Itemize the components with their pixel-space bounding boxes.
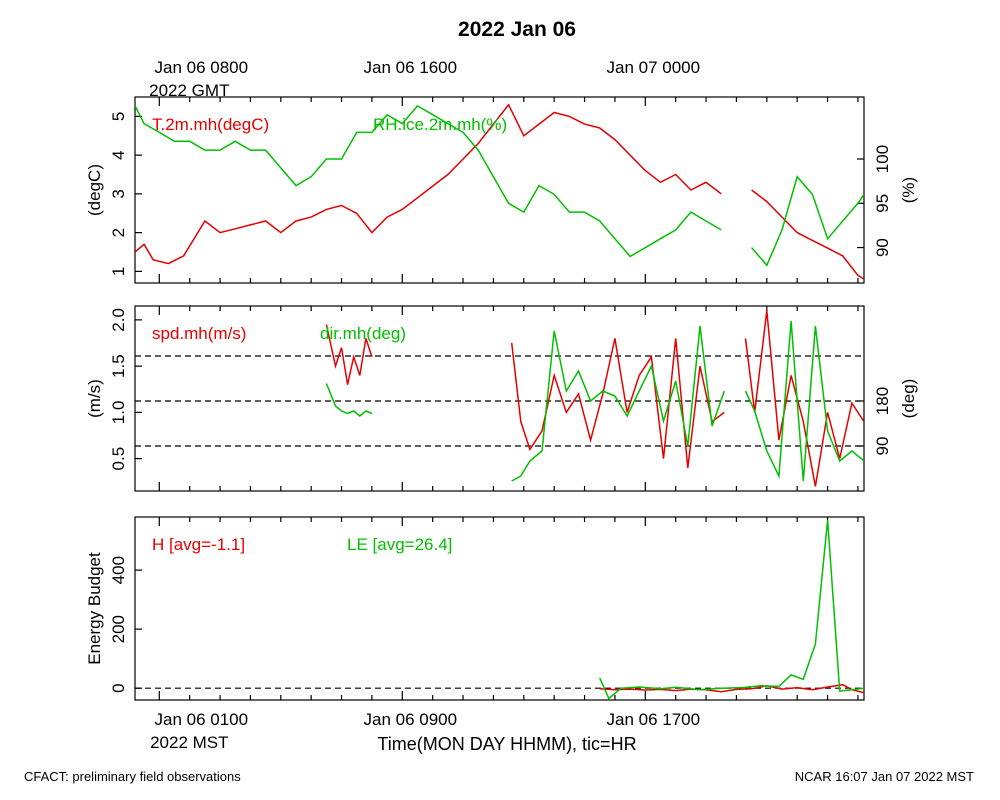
legend-label-2: dir.mh(deg) bbox=[320, 324, 406, 343]
legend-label-1: spd.mh(m/s) bbox=[152, 324, 246, 343]
y-left-axis-label: (m/s) bbox=[85, 379, 104, 418]
bottom-time-label: Jan 06 1700 bbox=[607, 710, 701, 729]
series-line-2 bbox=[751, 175, 864, 267]
bottom-time-label: Jan 06 0900 bbox=[364, 710, 458, 729]
series-line-1 bbox=[751, 189, 864, 280]
top-time-label: Jan 06 1600 bbox=[364, 58, 458, 77]
y-right-tick-label: 180 bbox=[873, 387, 892, 415]
panel-frame bbox=[134, 305, 865, 492]
series-line-1 bbox=[510, 338, 725, 468]
y-right-tick-label: 90 bbox=[873, 238, 892, 257]
y-right-tick-label: 100 bbox=[873, 145, 892, 173]
legend-label-1: T.2m.mh(degC) bbox=[152, 115, 269, 134]
legend-label-1: H [avg=-1.1] bbox=[152, 535, 245, 554]
panel-frame bbox=[134, 96, 865, 284]
bottom-axis-labels: Jan 06 0100 2022 MST Jan 06 0900 Jan 06 170… bbox=[150, 710, 700, 752]
y-left-tick-label: 3 bbox=[109, 189, 128, 198]
top-axis-labels: Jan 06 0800 2022 GMT Jan 06 1600 Jan 07 000… bbox=[149, 58, 700, 100]
y-left-tick-label: 2.0 bbox=[109, 308, 128, 332]
bottom-time-sublabel: 2022 MST bbox=[150, 733, 228, 752]
top-time-sublabel: 2022 GMT bbox=[149, 81, 229, 100]
footer-left: CFACT: preliminary field observations bbox=[24, 769, 241, 784]
y-left-tick-label: 1.0 bbox=[109, 401, 128, 425]
y-right-tick-label: 95 bbox=[873, 194, 892, 213]
y-right-axis-label: (deg) bbox=[899, 379, 918, 419]
panels: 1 2 3 4 5 (degC) 90 95 100 (%) T.2m.mh(degC) RH.ice… bbox=[85, 96, 918, 701]
y-left-tick-label: 5 bbox=[109, 112, 128, 121]
panel-frame bbox=[134, 516, 865, 701]
y-left-tick-label: 0.5 bbox=[109, 447, 128, 471]
panel-2: 0.5 1.0 1.5 2.0 (m/s) 90 180 (deg) spd.mh(m/s) di… bbox=[85, 305, 918, 492]
series-line-2 bbox=[325, 383, 373, 417]
y-left-axis-label: (degC) bbox=[85, 164, 104, 216]
panel-1: 1 2 3 4 5 (degC) 90 95 100 (%) T.2m.mh(degC) RH.ice… bbox=[85, 96, 918, 284]
footer-right: NCAR 16:07 Jan 07 2022 MST bbox=[795, 769, 974, 784]
top-time-label: Jan 07 0000 bbox=[607, 58, 701, 77]
y-left-axis-label: Energy Budget bbox=[85, 552, 104, 665]
legend-label-2: RH.ice.2m.mh(%) bbox=[373, 115, 507, 134]
bottom-time-label: Jan 06 0100 bbox=[155, 710, 249, 729]
top-time-label: Jan 06 0800 bbox=[155, 58, 249, 77]
series-line-1 bbox=[744, 310, 864, 487]
y-left-tick-label: 4 bbox=[109, 150, 128, 159]
y-left-tick-label: 200 bbox=[109, 615, 128, 643]
y-left-tick-label: 400 bbox=[109, 556, 128, 584]
x-axis-label: Time(MON DAY HHMM), tic=HR bbox=[377, 734, 636, 754]
series-line-2 bbox=[511, 325, 726, 482]
y-right-axis-label: (%) bbox=[899, 177, 918, 203]
y-left-tick-label: 1 bbox=[109, 267, 128, 276]
chart-title: 2022 Jan 06 bbox=[458, 18, 576, 41]
legend-label-2: LE [avg=26.4] bbox=[347, 535, 452, 554]
series-line-2 bbox=[599, 519, 864, 700]
series-line-2 bbox=[744, 320, 864, 482]
y-right-tick-label: 90 bbox=[873, 437, 892, 456]
series-line-1 bbox=[325, 324, 373, 385]
y-left-tick-label: 1.5 bbox=[109, 354, 128, 378]
y-left-tick-label: 2 bbox=[109, 228, 128, 237]
panel-3: 0 200 400 Energy Budget H [avg=-1.1] LE [avg=… bbox=[85, 516, 865, 701]
y-left-tick-label: 0 bbox=[109, 683, 128, 692]
series-line-1 bbox=[135, 103, 722, 265]
series-line-2 bbox=[135, 104, 722, 258]
series-line-1 bbox=[599, 683, 864, 694]
